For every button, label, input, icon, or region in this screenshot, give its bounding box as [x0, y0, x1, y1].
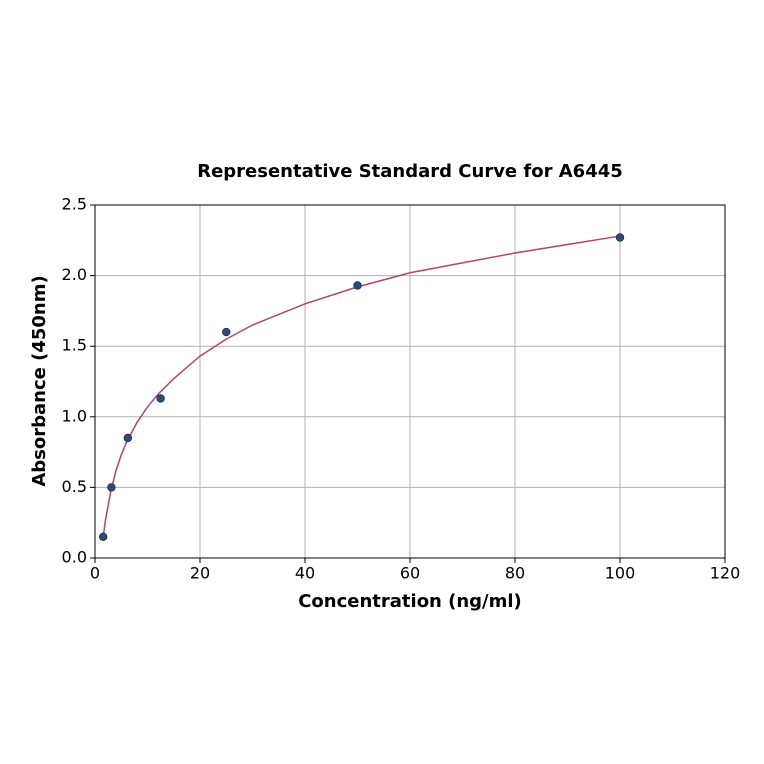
- fit-curve: [102, 235, 621, 537]
- x-axis-label: Concentration (ng/ml): [298, 591, 522, 612]
- x-tick-label: 20: [190, 564, 210, 583]
- y-tick-label: 1.5: [62, 336, 87, 355]
- x-tick-label: 100: [605, 564, 636, 583]
- data-point: [107, 483, 116, 492]
- y-tick-label: 0.5: [62, 477, 87, 496]
- data-point: [156, 394, 165, 403]
- x-tick-label: 40: [295, 564, 315, 583]
- y-tick-label: 2.0: [62, 265, 87, 284]
- y-tick-label: 0.0: [62, 548, 87, 567]
- data-point: [98, 532, 108, 542]
- y-tick-label: 1.0: [62, 406, 87, 425]
- data-point: [353, 281, 362, 290]
- x-tick-label: 120: [710, 564, 741, 583]
- x-tick-label: 60: [400, 564, 420, 583]
- y-axis-label: Absorbance (450nm): [29, 275, 50, 486]
- x-tick-label: 80: [505, 564, 525, 583]
- data-point: [615, 233, 625, 242]
- plot-frame: [94, 204, 726, 559]
- x-tick-label: 0: [90, 564, 100, 583]
- data-point: [222, 327, 231, 337]
- y-tick-label: 2.5: [62, 195, 87, 214]
- chart-title: Representative Standard Curve for A6445: [197, 161, 623, 182]
- data-point: [123, 433, 133, 443]
